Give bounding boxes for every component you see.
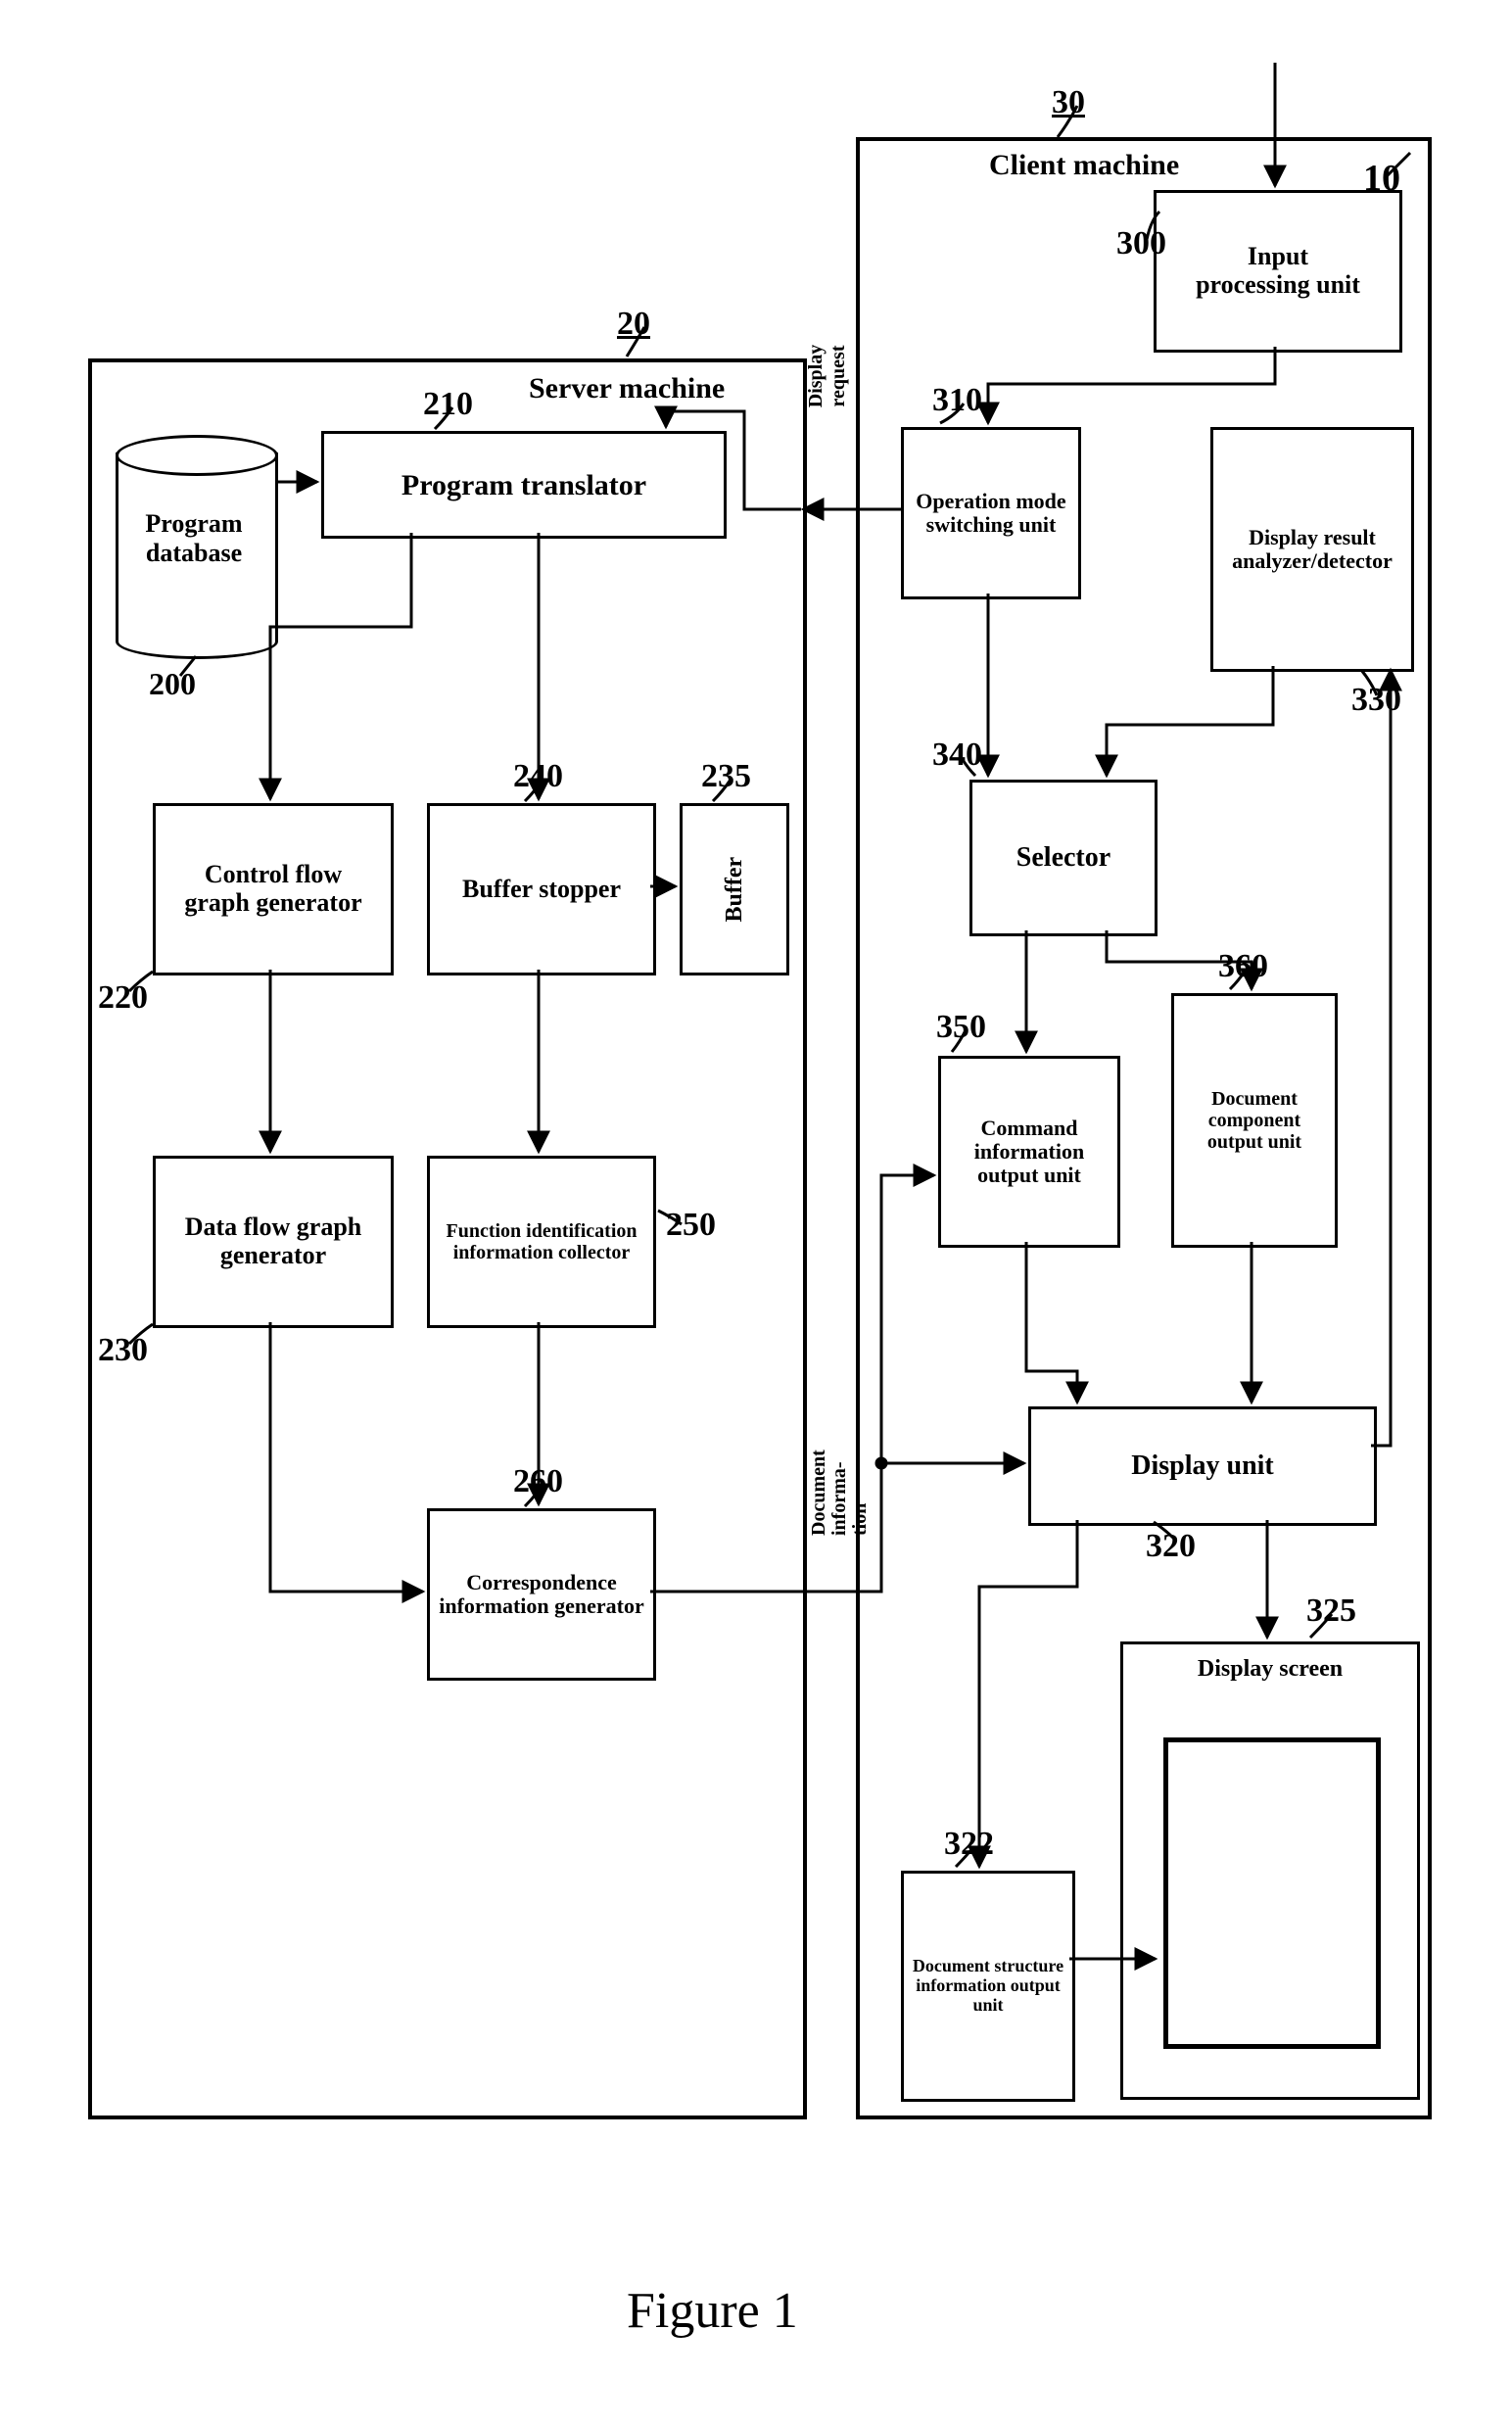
mode-label: Operation modeswitching unit <box>916 490 1065 537</box>
doc-info-text: Documentinforma-tion <box>808 1450 871 1536</box>
display-result-analyzer-detector: Display resultanalyzer/detector <box>1210 427 1414 672</box>
comp-ref: 360 <box>1218 948 1268 985</box>
figure-caption: Figure 1 <box>627 2282 798 2340</box>
display-screen-inner <box>1163 1737 1381 2049</box>
detector-ref: 330 <box>1351 682 1401 719</box>
dfg-label: Data flow graphgenerator <box>185 1213 362 1269</box>
corr-ref: 260 <box>513 1463 563 1500</box>
dfg-ref: 230 <box>98 1332 148 1369</box>
program-database-top <box>116 435 278 476</box>
buffer-ref: 235 <box>701 758 751 795</box>
buffer-stopper-ref: 240 <box>513 758 563 795</box>
input-processing-unit: Inputprocessing unit <box>1154 190 1402 353</box>
display-unit-label: Display unit <box>1131 1451 1274 1482</box>
cmd-label: Commandinformationoutput unit <box>974 1117 1084 1188</box>
comp-label: Document componentoutput unit <box>1174 1088 1335 1153</box>
document-component-output-unit: Document componentoutput unit <box>1171 993 1338 1248</box>
display-unit: Display unit <box>1028 1406 1377 1526</box>
display-request-label: Display request <box>805 327 850 425</box>
fid-ref: 250 <box>666 1207 716 1244</box>
buffer-stopper: Buffer stopper <box>427 803 656 975</box>
buffer-label: Buffer <box>722 857 747 923</box>
display-unit-ref: 320 <box>1146 1528 1196 1565</box>
input-label: Inputprocessing unit <box>1196 243 1360 299</box>
detector-label: Display resultanalyzer/detector <box>1232 526 1393 573</box>
dstruct-ref: 322 <box>944 1826 994 1863</box>
correspondence-information-generator: Correspondenceinformation generator <box>427 1508 656 1681</box>
cfg-ref: 220 <box>98 979 148 1017</box>
data-flow-graph-generator: Data flow graphgenerator <box>153 1156 394 1328</box>
screen-ref: 325 <box>1306 1593 1356 1630</box>
control-flow-graph-generator: Control flowgraph generator <box>153 803 394 975</box>
buffer-stopper-label: Buffer stopper <box>462 876 621 904</box>
dstruct-label: Document structureinformation output uni… <box>904 1957 1072 2015</box>
display-screen-label: Display screen <box>1198 1656 1343 1682</box>
buffer: Buffer <box>680 803 789 975</box>
server-title: Server machine <box>529 372 725 405</box>
input-ref: 300 <box>1116 225 1166 262</box>
client-title: Client machine <box>989 149 1179 182</box>
program-database-label: Programdatabase <box>123 509 264 568</box>
translator-ref: 210 <box>423 386 473 423</box>
program-translator: Program translator <box>321 431 727 539</box>
client-ref: 30 <box>1052 84 1085 121</box>
function-identification-information-collector: Function identificationinformation colle… <box>427 1156 656 1328</box>
program-translator-label: Program translator <box>402 469 646 501</box>
server-ref: 20 <box>617 306 650 343</box>
cfg-label: Control flowgraph generator <box>184 861 361 917</box>
mode-ref: 310 <box>932 382 982 419</box>
cmd-ref: 350 <box>936 1009 986 1046</box>
corr-label: Correspondenceinformation generator <box>439 1571 644 1618</box>
db-ref: 200 <box>149 666 196 702</box>
operation-mode-switching-unit: Operation modeswitching unit <box>901 427 1081 599</box>
document-information-label: Documentinforma-tion <box>809 1453 871 1536</box>
selector-ref: 340 <box>932 737 982 774</box>
document-structure-information-output-unit: Document structureinformation output uni… <box>901 1871 1075 2102</box>
selector-label: Selector <box>1016 843 1110 874</box>
command-information-output-unit: Commandinformationoutput unit <box>938 1056 1120 1248</box>
selector: Selector <box>969 780 1158 936</box>
fid-label: Function identificationinformation colle… <box>446 1220 637 1263</box>
diagram-canvas: 10 Server machine 20 Programdatabase 200… <box>0 0 1512 2425</box>
